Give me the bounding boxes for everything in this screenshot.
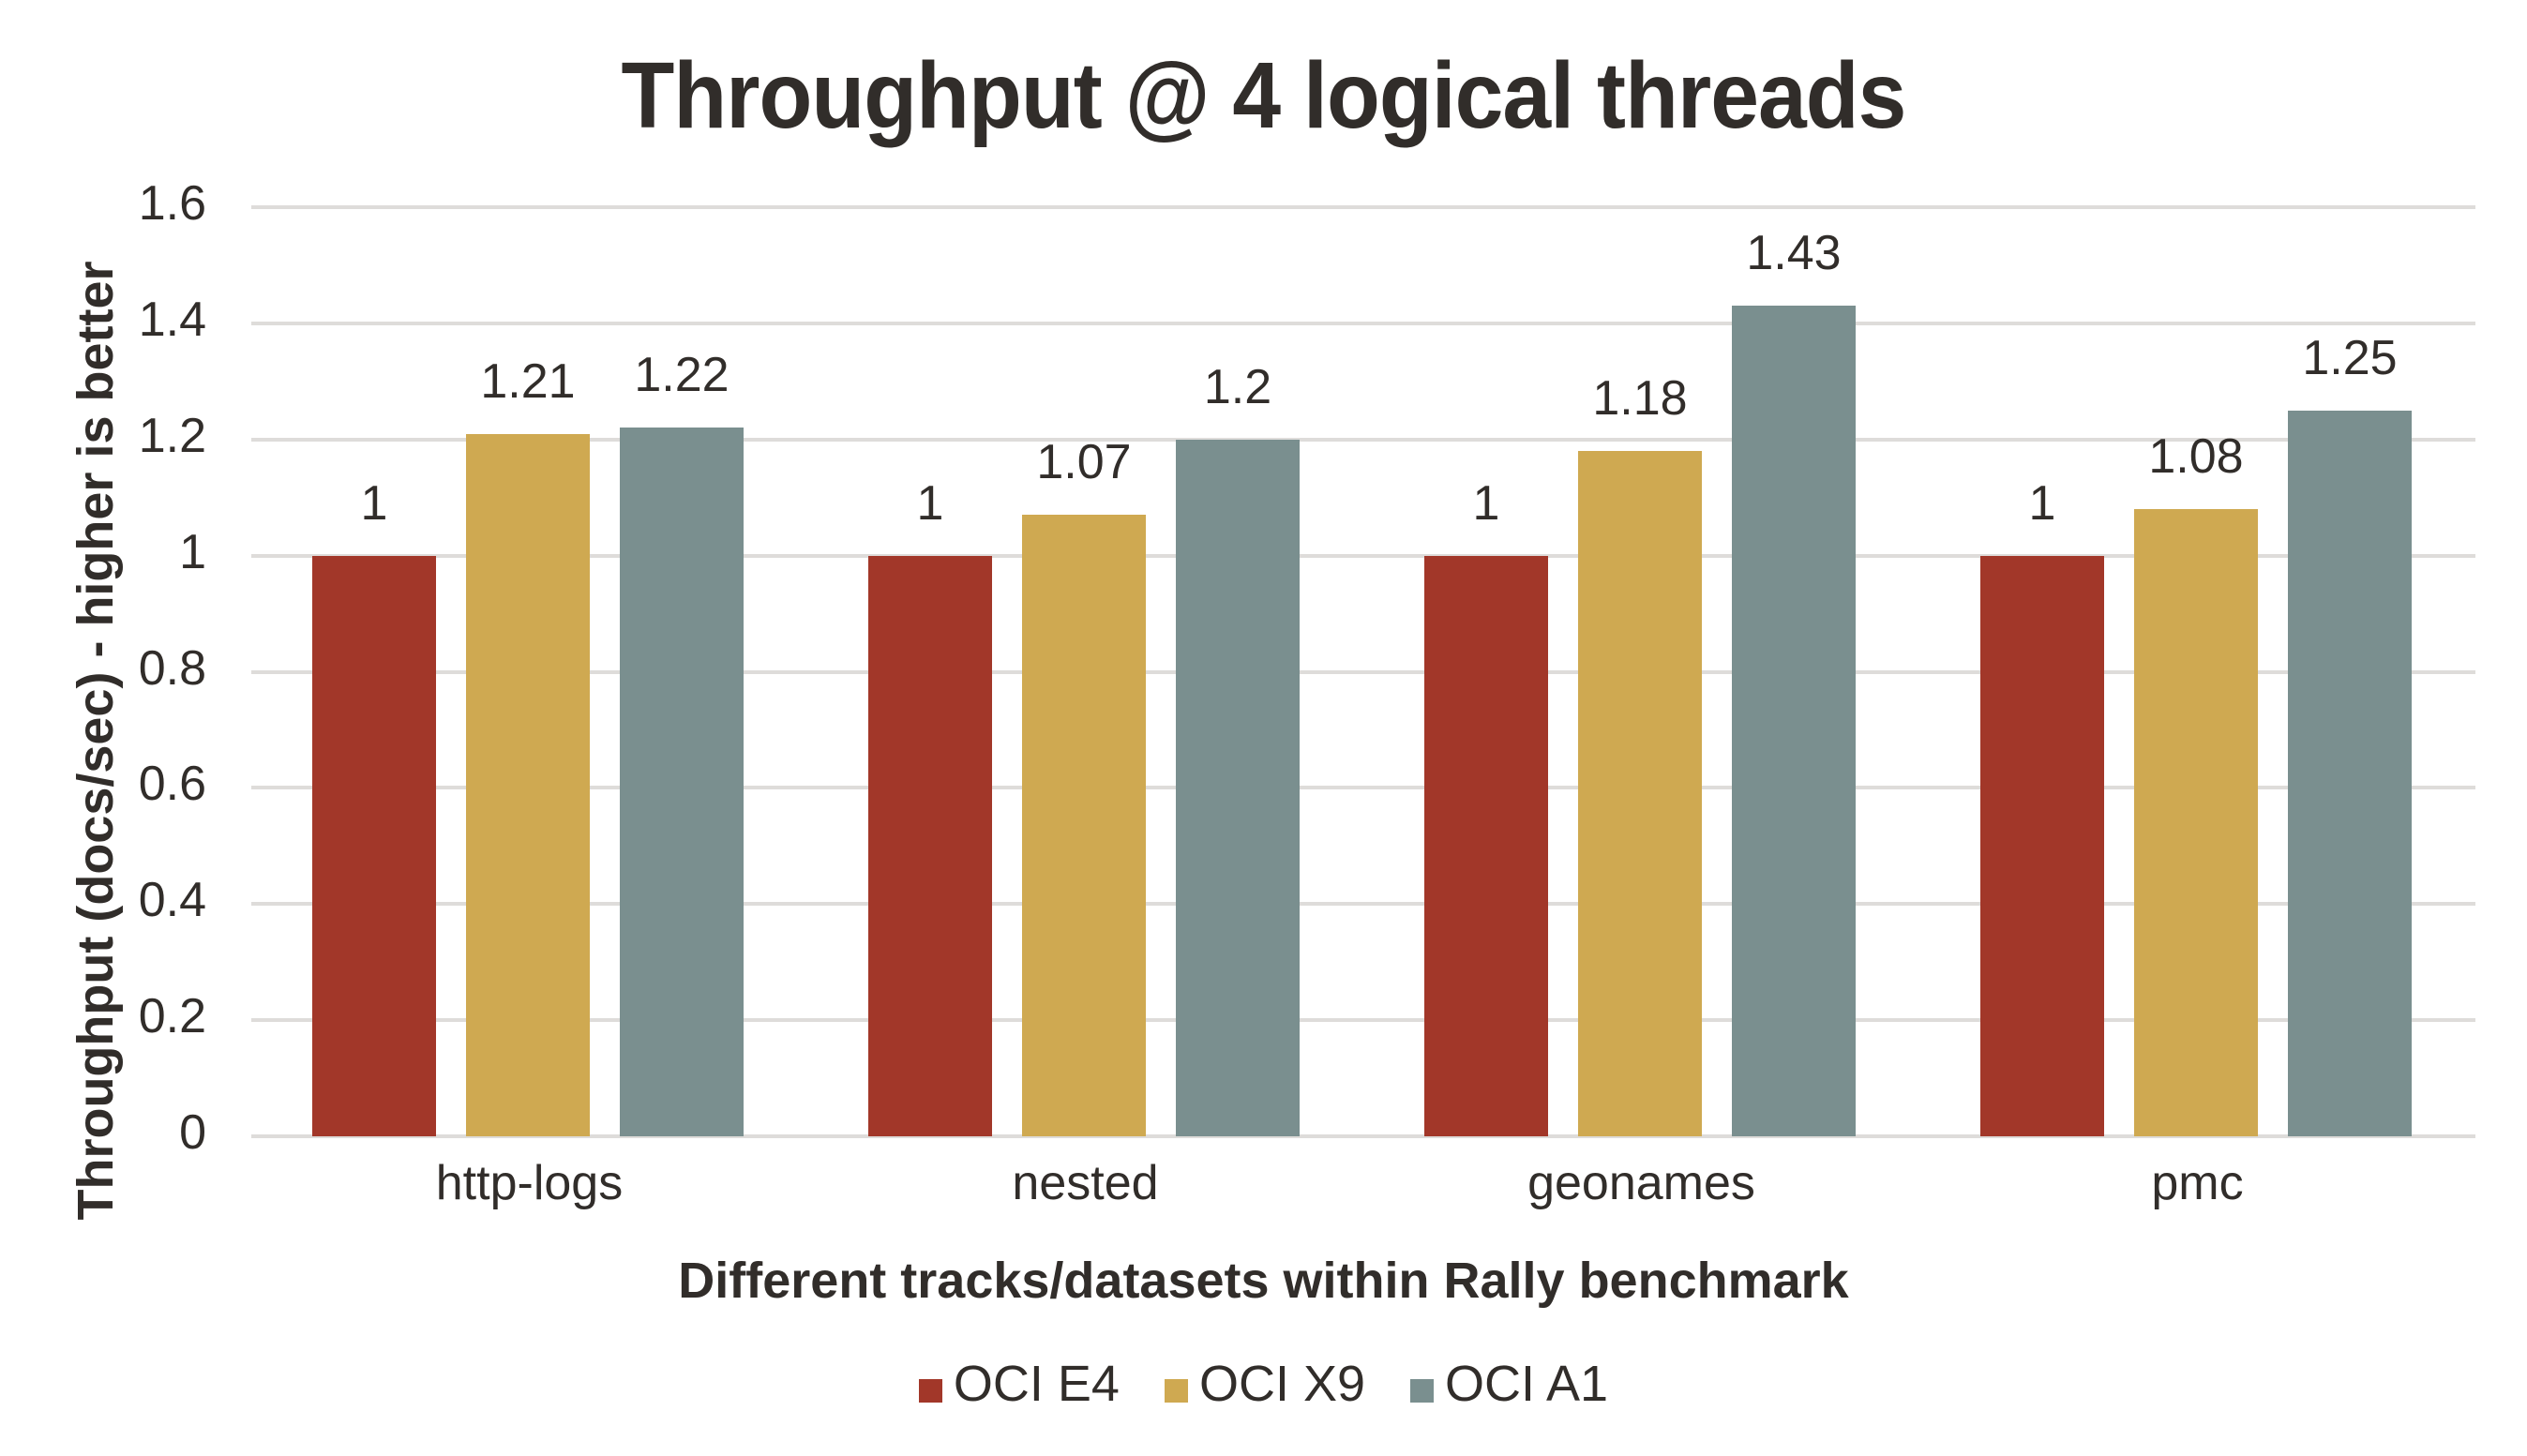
data-label: 1.08: [2148, 429, 2244, 485]
bar-oci-a1: [1176, 439, 1300, 1136]
y-tick-label: 0.4: [138, 873, 206, 928]
data-label: 1.25: [2302, 330, 2398, 385]
legend-label: OCI X9: [1198, 1356, 1366, 1412]
y-tick-label: 1.4: [138, 292, 206, 347]
chart-title: Throughput @ 4 logical threads: [621, 43, 1906, 148]
bar-group-nested: 1 1.07 1.2: [807, 207, 1363, 1136]
bar-group-pmc: 1 1.08 1.25: [1919, 207, 2475, 1136]
y-tick-label: 1: [179, 524, 206, 579]
gridline: [251, 321, 2475, 325]
bar-oci-a1: [2288, 410, 2412, 1136]
gridline: [251, 1018, 2475, 1023]
data-label: 1.22: [634, 348, 730, 403]
data-label: 1.21: [480, 353, 576, 409]
bar-group-geonames: 1 1.18 1.43: [1363, 207, 1919, 1136]
x-category-label: nested: [1012, 1156, 1159, 1210]
bar-oci-x9: [1578, 451, 1702, 1136]
y-axis-title: Throughput (docs/sec) - higher is better: [68, 261, 124, 1221]
legend: OCI E4 OCI X9 OCI A1: [0, 1356, 2527, 1412]
bar-oci-e4: [1424, 555, 1548, 1136]
gridline: [251, 786, 2475, 790]
data-label: 1: [916, 475, 944, 531]
data-label: 1: [2028, 475, 2056, 531]
legend-label: OCI E4: [953, 1356, 1120, 1412]
bar-oci-x9: [1022, 515, 1146, 1136]
gridline: [251, 553, 2475, 558]
bar-oci-x9: [466, 433, 590, 1136]
gridline: [251, 437, 2475, 442]
y-tick-label: 0: [179, 1105, 206, 1160]
bar-oci-e4: [312, 555, 436, 1136]
gridline: [251, 902, 2475, 907]
data-label: 1.07: [1036, 435, 1132, 490]
y-tick-label: 0.8: [138, 640, 206, 696]
x-category-label: http-logs: [435, 1156, 624, 1210]
legend-item: OCI X9: [1164, 1356, 1366, 1412]
bar-oci-e4: [1980, 555, 2104, 1136]
legend-swatch-icon: [1164, 1378, 1188, 1403]
x-axis-title: Different tracks/datasets within Rally b…: [678, 1253, 1849, 1309]
gridline: [251, 205, 2475, 209]
legend-item: OCI A1: [1410, 1356, 1608, 1412]
gridline: [251, 669, 2475, 674]
data-label: 1.18: [1592, 371, 1688, 427]
bar-oci-e4: [868, 555, 992, 1136]
bar-oci-a1: [1732, 306, 1856, 1136]
data-label: 1: [360, 475, 388, 531]
x-category-label: pmc: [2151, 1156, 2244, 1210]
data-label: 1.43: [1746, 226, 1842, 281]
bar-group-http-logs: 1 1.21 1.22: [251, 207, 807, 1136]
plot-area: 1 1.21 1.22 1 1.07 1.2 1 1.18 1.43 1 1.08 1.25: [251, 205, 2475, 1138]
bar-oci-a1: [620, 428, 744, 1136]
y-tick-label: 1.2: [138, 408, 206, 463]
legend-label: OCI A1: [1445, 1356, 1609, 1412]
legend-swatch-icon: [918, 1378, 942, 1403]
legend-swatch-icon: [1410, 1378, 1435, 1403]
x-category-label: geonames: [1527, 1156, 1755, 1210]
y-tick-label: 0.6: [138, 757, 206, 812]
bar-oci-x9: [2134, 509, 2258, 1136]
y-tick-label: 1.6: [138, 176, 206, 231]
data-label: 1: [1472, 475, 1500, 531]
x-axis-line: [251, 1134, 2475, 1138]
y-tick-label: 0.2: [138, 989, 206, 1044]
legend-item: OCI E4: [918, 1356, 1120, 1412]
data-label: 1.2: [1203, 359, 1272, 414]
